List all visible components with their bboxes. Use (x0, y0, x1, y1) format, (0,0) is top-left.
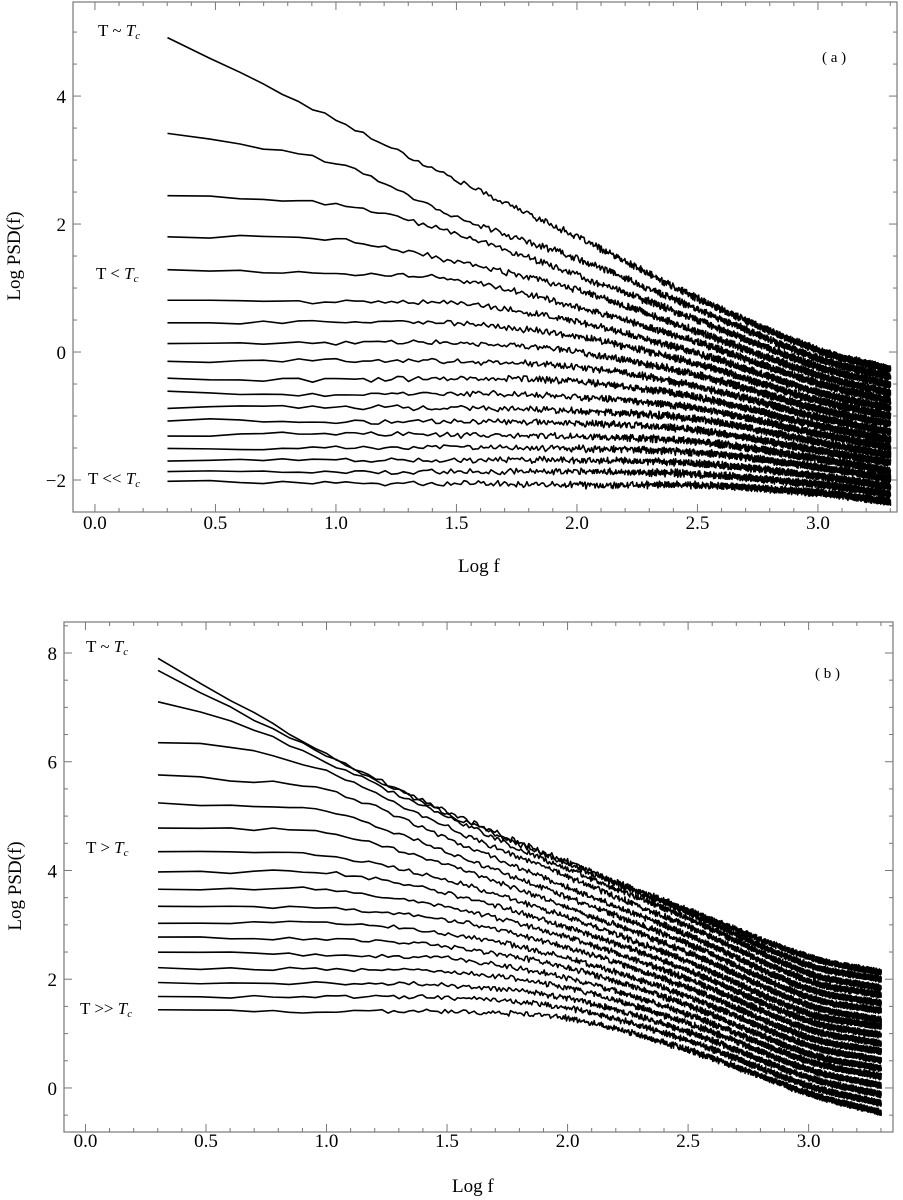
series-line-11 (158, 905, 882, 1056)
y-tick-label: 0 (48, 1079, 58, 1100)
series-line-9 (158, 869, 882, 1039)
annotation-sub: c (127, 1008, 133, 1020)
annotation-text: T << (88, 469, 126, 488)
panel-b-annotation-t-near-tc: T ~ Tc (86, 638, 128, 658)
y-tick-label: 4 (57, 87, 67, 108)
panel-a-label: ( a ) (822, 50, 847, 66)
x-tick-label: 2.0 (556, 1131, 580, 1152)
y-tick-label: 2 (57, 215, 67, 236)
series-line-8 (167, 339, 892, 428)
x-tick-label: 0.5 (204, 513, 228, 534)
annotation-sub: c (133, 273, 139, 285)
plot-frame (63, 621, 894, 1133)
y-tick-label: 4 (48, 861, 58, 882)
y-tick-label: −2 (46, 471, 66, 492)
series-line-16 (157, 980, 882, 1099)
x-tick-label: 1.0 (315, 1131, 339, 1152)
x-tick-label: 1.5 (435, 1131, 459, 1152)
annotation-sub: c (123, 646, 129, 658)
series-line-6 (167, 299, 892, 413)
panel-a: 0.0 0.5 1.0 1.5 2.0 2.5 3.0 4 2 0 −2 (46, 1, 898, 534)
series-line-1 (157, 657, 882, 977)
series-line-9 (167, 357, 892, 436)
annotation-sub: c (135, 478, 141, 490)
x-tick-label: 3.0 (797, 1131, 821, 1152)
series-line-10 (158, 886, 882, 1048)
annotation-var: T (125, 469, 136, 488)
series-line-5 (157, 774, 882, 1008)
series-line-15 (157, 966, 882, 1090)
x-tick-label: 3.0 (806, 513, 830, 534)
series-line-10 (167, 374, 892, 444)
annotation-sub: c (123, 847, 129, 859)
panel-b-x-axis-label: Log f (452, 1176, 494, 1197)
series-line-14 (167, 430, 892, 476)
plot-frame (72, 1, 898, 513)
series-line-12 (158, 920, 882, 1065)
annotation-text: T >> (80, 999, 118, 1018)
panel-a-annotation-t-near-tc: T ~ Tc (98, 22, 140, 42)
annotation-text: T < (96, 264, 125, 283)
series-line-13 (158, 936, 882, 1072)
annotation-text: T ~ (98, 21, 126, 40)
series-line-3 (157, 701, 882, 992)
annotation-var: T (125, 21, 136, 40)
annotation-var: T (114, 838, 124, 857)
x-tick-label: 0.5 (194, 1131, 218, 1152)
x-tick-label: 1.0 (324, 513, 348, 534)
series-line-17 (167, 467, 892, 499)
series-line-13 (167, 418, 892, 467)
annotation-sub: c (135, 30, 141, 42)
series-line-17 (158, 994, 882, 1107)
series-line-4 (167, 234, 892, 398)
series-line-5 (167, 268, 892, 406)
series-line-1 (167, 36, 892, 374)
x-tick-label: 2.0 (565, 513, 589, 534)
x-tick-label: 2.5 (686, 513, 710, 534)
panel-a-annotation-t-far-below-tc: T << Tc (88, 470, 140, 490)
panel-b-annotation-t-above-tc: T > Tc (86, 839, 129, 859)
y-tick-label: 0 (57, 343, 67, 364)
panel-a-x-axis-label: Log f (458, 556, 500, 577)
x-tick-label: 0.0 (74, 1131, 98, 1152)
panel-a-y-axis-label: Log PSD(f) (4, 211, 25, 301)
series-line-18 (158, 1008, 882, 1117)
series-line-2 (167, 132, 892, 381)
x-tick-label: 0.0 (83, 513, 107, 534)
y-tick-label: 2 (48, 970, 58, 991)
panel-b-y-axis-label: Log PSD(f) (5, 841, 26, 931)
series-line-7 (158, 827, 882, 1025)
series-line-18 (167, 479, 892, 506)
series-line-15 (167, 444, 892, 483)
annotation-var: T (113, 637, 124, 656)
series-line-11 (167, 389, 892, 452)
annotation-text: T > (86, 838, 115, 857)
annotation-text: T ~ (86, 637, 114, 656)
annotation-var: T (124, 264, 134, 283)
panel-b: 0.0 0.5 1.0 1.5 2.0 2.5 3.0 8 6 4 2 0 (48, 621, 894, 1152)
y-tick-label: 6 (48, 753, 58, 774)
panel-b-label: ( b ) (815, 666, 840, 682)
x-tick-label: 1.5 (445, 513, 469, 534)
annotation-var: T (117, 999, 128, 1018)
series-line-6 (157, 802, 882, 1015)
series-line-4 (158, 741, 882, 999)
series-line-12 (167, 404, 892, 459)
panel-a-annotation-t-below-tc: T < Tc (96, 265, 139, 285)
panel-b-annotation-t-far-above-tc: T >> Tc (80, 1000, 132, 1020)
series-line-7 (167, 319, 892, 421)
series-line-3 (167, 194, 892, 389)
series-line-8 (158, 850, 882, 1030)
series-line-14 (158, 951, 882, 1081)
y-tick-label: 8 (48, 644, 58, 665)
series-line-16 (167, 455, 892, 491)
series-line-2 (157, 669, 882, 983)
x-tick-label: 2.5 (676, 1131, 700, 1152)
